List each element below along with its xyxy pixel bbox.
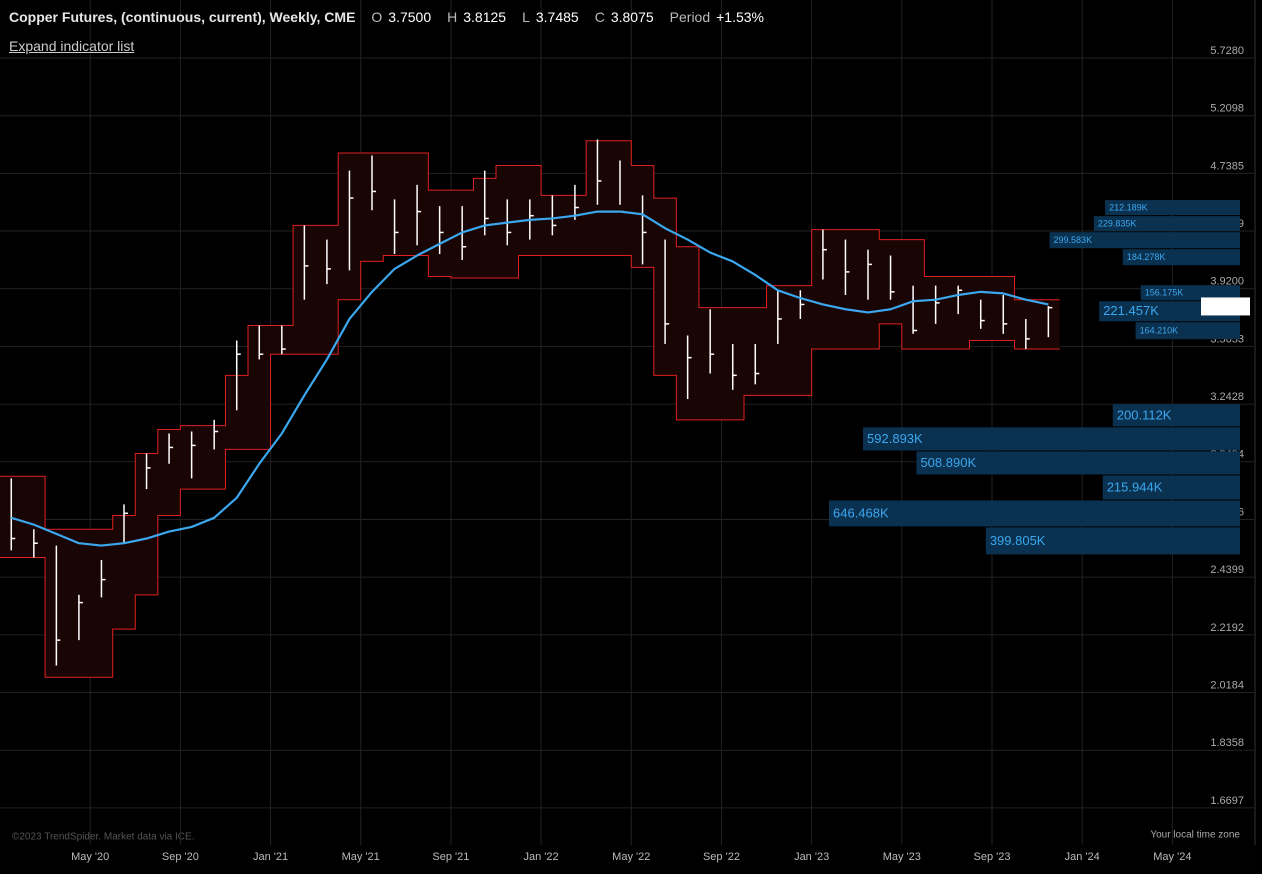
x-tick-label: May '23 [883, 851, 921, 863]
x-tick-label: Jan '21 [253, 851, 288, 863]
quote-value: +1.53% [716, 9, 764, 25]
moving-average [10, 210, 1049, 547]
quote-value: 3.8125 [463, 9, 507, 25]
x-tick-label: Sep '22 [703, 851, 740, 863]
volume-bar [1049, 232, 1240, 249]
volume-bar [916, 451, 1240, 475]
volume-label: 508.890K [920, 455, 976, 470]
volume-bar [1140, 285, 1240, 301]
x-tick-label: Jan '22 [524, 851, 559, 863]
volume-bar [985, 527, 1240, 555]
x-tick-label: Jan '23 [794, 851, 829, 863]
y-tick-label: 5.7280 [1210, 45, 1244, 57]
current-price-marker [1201, 297, 1250, 316]
volume-label: 212.189K [1109, 202, 1148, 212]
y-tick-label: 1.8358 [1210, 737, 1244, 749]
volume-label: 200.112K [1117, 407, 1172, 422]
volume-label: 156.175K [1145, 288, 1184, 298]
quote-value: 3.8075 [610, 9, 654, 25]
timezone-note: Your local time zone [1150, 830, 1240, 841]
channel-fill [0, 140, 1060, 678]
y-tick-label: 1.6697 [1210, 795, 1244, 807]
quote-value: 3.7485 [535, 9, 579, 25]
volume-label: 592.893K [867, 431, 923, 446]
volume-bar [863, 427, 1240, 451]
x-tick-label: May '24 [1153, 851, 1191, 863]
quote-label: O [371, 9, 383, 25]
x-tick-label: Sep '21 [432, 851, 469, 863]
header: Copper Futures, (continuous, current), W… [9, 9, 774, 25]
volume-label: 184.278K [1127, 252, 1166, 262]
x-tick-label: May '20 [71, 851, 109, 863]
volume-label: 299.583K [1054, 235, 1093, 245]
y-tick-label: 3.9200 [1210, 276, 1244, 288]
channel-line [0, 255, 1060, 678]
volume-label: 399.805K [990, 533, 1046, 548]
volume-bar [1093, 216, 1240, 232]
y-tick-label: 2.4399 [1210, 564, 1244, 576]
expand-indicator-link[interactable]: Expand indicator list [9, 38, 135, 54]
y-tick-label: 3.2428 [1210, 391, 1244, 403]
volume-label: 221.457K [1103, 303, 1159, 318]
symbol-title: Copper Futures, (continuous, current), W… [9, 9, 356, 25]
copyright: ©2023 TrendSpider. Market data via ICE. [12, 832, 194, 843]
volume-label: 229.835K [1098, 219, 1137, 229]
volume-bar [1112, 404, 1240, 427]
quote-label: L [522, 9, 530, 25]
volume-label: 646.468K [833, 505, 889, 520]
quote-label: H [447, 9, 458, 25]
x-tick-label: May '22 [612, 851, 650, 863]
volume-bar [1105, 200, 1240, 216]
quote-label: Period [669, 9, 711, 25]
volume-label: 215.944K [1107, 479, 1163, 494]
volume-bar [1122, 249, 1240, 266]
x-tick-label: Sep '23 [974, 851, 1011, 863]
volume-bar [829, 500, 1240, 527]
x-tick-label: Sep '20 [162, 851, 199, 863]
y-tick-label: 2.0184 [1210, 679, 1244, 691]
x-tick-label: Jan '24 [1065, 851, 1100, 863]
volume-bar [1135, 322, 1240, 340]
quote-value: 3.7500 [388, 9, 432, 25]
y-tick-label: 4.7385 [1210, 160, 1244, 172]
y-tick-label: 5.2098 [1210, 103, 1244, 115]
volume-label: 164.210K [1140, 326, 1179, 336]
y-tick-label: 2.2192 [1210, 622, 1244, 634]
volume-bar [1102, 475, 1240, 500]
quote-label: C [594, 9, 605, 25]
channel-line [0, 140, 1060, 530]
x-tick-label: May '21 [342, 851, 380, 863]
